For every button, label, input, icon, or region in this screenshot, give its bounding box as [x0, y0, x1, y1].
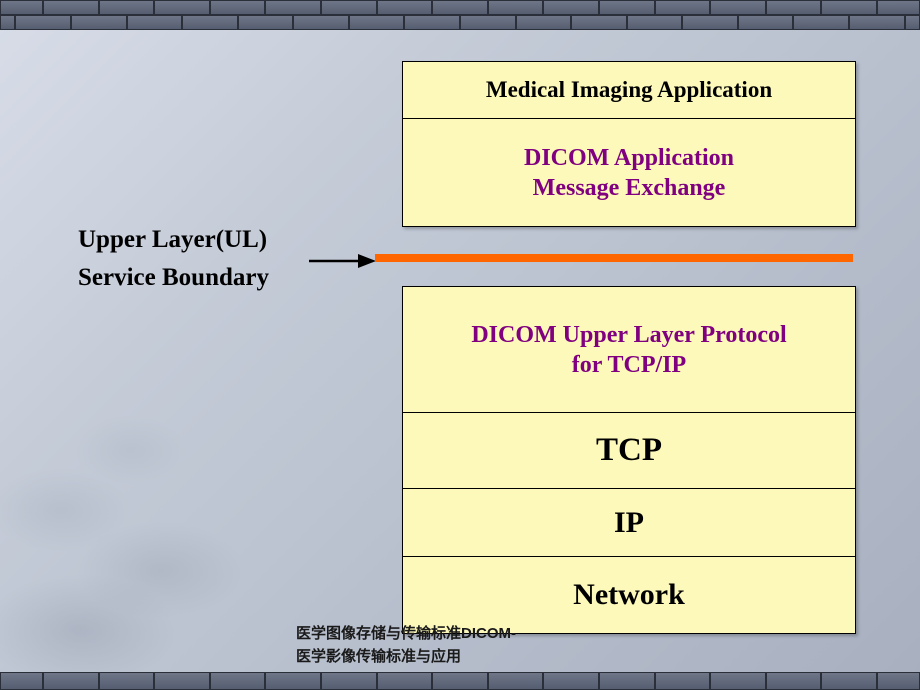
- box-line-1: DICOM Upper Layer Protocol: [471, 320, 786, 350]
- label-line-2: Service Boundary: [78, 259, 269, 297]
- footer-line-1: 医学图像存储与传输标准DICOM-: [296, 623, 516, 646]
- arrow-icon: [306, 251, 376, 271]
- box-dicom-upper-layer-protocol: DICOM Upper Layer Protocol for TCP/IP: [402, 286, 856, 413]
- label-line-1: Upper Layer(UL): [78, 221, 269, 259]
- box-text: Network: [573, 578, 685, 612]
- footer-line-2: 医学影像传输标准与应用: [296, 646, 516, 669]
- footer-caption: 医学图像存储与传输标准DICOM- 医学影像传输标准与应用: [296, 623, 516, 668]
- box-line-2: for TCP/IP: [471, 350, 786, 380]
- box-line-1: DICOM Application: [524, 143, 734, 173]
- box-text: TCP: [596, 432, 662, 469]
- box-ip: IP: [402, 489, 856, 557]
- upper-stack: Medical Imaging Application DICOM Applic…: [402, 61, 856, 227]
- box-text: IP: [614, 506, 644, 540]
- box-tcp: TCP: [402, 413, 856, 489]
- box-medical-imaging-app: Medical Imaging Application: [402, 61, 856, 119]
- boundary-divider: [375, 254, 853, 262]
- box-line-2: Message Exchange: [524, 173, 734, 203]
- box-dicom-app-msg-exchange: DICOM Application Message Exchange: [402, 119, 856, 227]
- box-text: Medical Imaging Application: [486, 77, 772, 103]
- lower-stack: DICOM Upper Layer Protocol for TCP/IP TC…: [402, 286, 856, 634]
- service-boundary-label: Upper Layer(UL) Service Boundary: [78, 221, 269, 296]
- diagram-content: Upper Layer(UL) Service Boundary Medical…: [0, 0, 920, 690]
